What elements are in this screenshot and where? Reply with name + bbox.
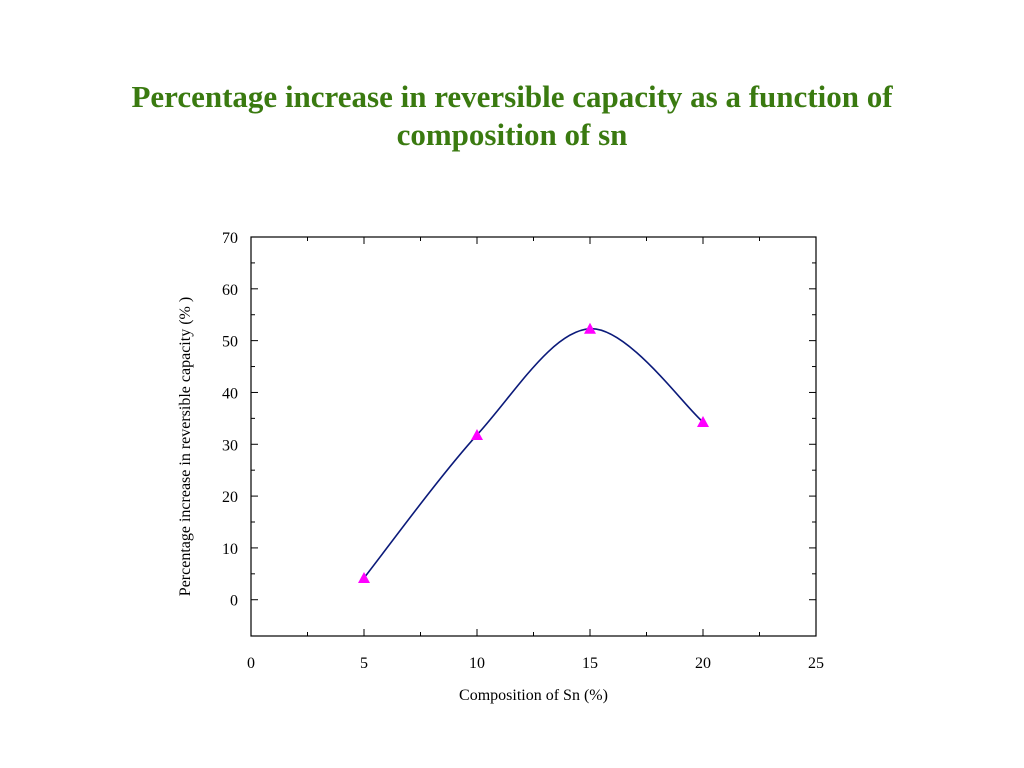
data-point-marker — [697, 415, 709, 427]
y-tick-label: 50 — [222, 334, 238, 351]
series-layer — [358, 322, 709, 583]
minor-ticks — [251, 237, 816, 636]
y-tick-labels: 0 10 20 30 40 50 60 70 — [222, 230, 238, 610]
y-tick-label: 20 — [222, 489, 238, 506]
data-point-marker — [358, 571, 370, 583]
x-tick-label: 20 — [695, 655, 711, 672]
series-line — [363, 327, 704, 579]
y-tick-label: 60 — [222, 282, 238, 299]
data-point-marker — [584, 322, 596, 334]
slide-title: Percentage increase in reversible capaci… — [40, 78, 984, 154]
y-tick-label: 30 — [222, 437, 238, 454]
major-ticks — [250, 236, 817, 636]
plot-frame — [250, 236, 817, 637]
data-point-marker — [471, 428, 483, 440]
x-tick-label: 25 — [808, 655, 824, 672]
slide-title-line-1: Percentage increase in reversible capaci… — [131, 79, 893, 114]
y-tick-label: 0 — [230, 593, 238, 610]
x-tick-label: 15 — [582, 655, 598, 672]
x-tick-labels: 0 5 10 15 20 25 — [247, 655, 824, 672]
x-tick-label: 5 — [360, 655, 368, 672]
y-tick-label: 10 — [222, 541, 238, 558]
y-axis-label: Percentage increase in reversible capaci… — [177, 297, 194, 596]
x-tick-label: 0 — [247, 655, 255, 672]
y-tick-label: 70 — [222, 230, 238, 247]
x-tick-label: 10 — [469, 655, 485, 672]
slide-title-line-2: composition of sn — [396, 117, 628, 152]
x-axis-label: Composition of Sn (%) — [459, 687, 608, 704]
y-tick-label: 40 — [222, 385, 238, 402]
